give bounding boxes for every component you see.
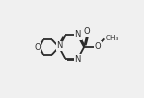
Text: O: O xyxy=(94,42,101,51)
Text: O: O xyxy=(34,43,41,52)
Text: N: N xyxy=(56,41,63,50)
Text: O: O xyxy=(84,27,90,36)
Text: N: N xyxy=(75,55,81,64)
Text: N: N xyxy=(75,30,81,39)
Text: CH₃: CH₃ xyxy=(106,35,120,41)
